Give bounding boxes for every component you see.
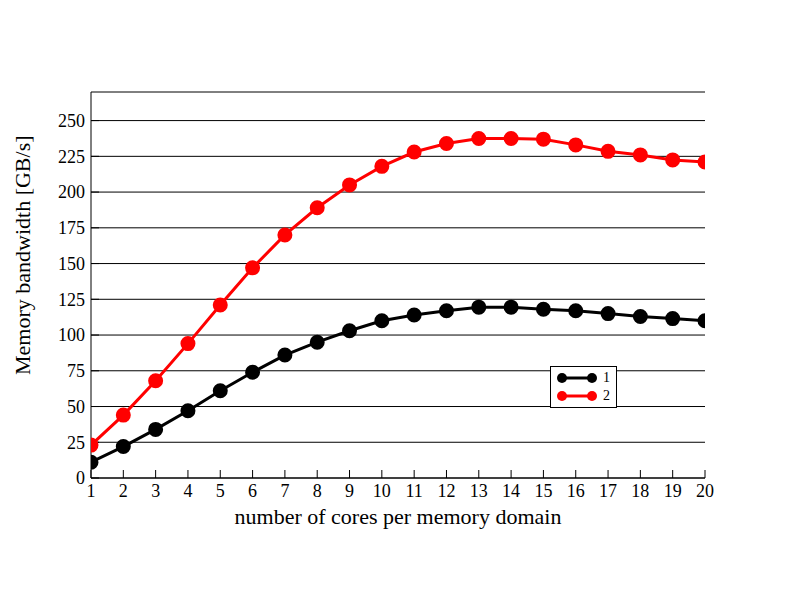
html-text:2: 2 bbox=[603, 388, 610, 403]
svg-text:12: 12 bbox=[437, 481, 455, 501]
html-text:1: 1 bbox=[603, 370, 610, 385]
svg-text:100: 100 bbox=[58, 325, 85, 345]
svg-text:125: 125 bbox=[58, 290, 85, 310]
svg-text:Memory bandwidth [GB/s]: Memory bandwidth [GB/s] bbox=[10, 135, 35, 375]
svg-text:15: 15 bbox=[534, 481, 552, 501]
svg-text:9: 9 bbox=[345, 481, 354, 501]
svg-text:50: 50 bbox=[67, 397, 85, 417]
svg-text:4: 4 bbox=[183, 481, 192, 501]
svg-text:1: 1 bbox=[87, 481, 96, 501]
svg-text:3: 3 bbox=[151, 481, 160, 501]
svg-text:25: 25 bbox=[67, 433, 85, 453]
svg-text:13: 13 bbox=[470, 481, 488, 501]
svg-text:75: 75 bbox=[67, 361, 85, 381]
svg-text:0: 0 bbox=[76, 468, 85, 488]
svg-text:250: 250 bbox=[58, 111, 85, 131]
svg-text:18: 18 bbox=[631, 481, 649, 501]
svg-text:20: 20 bbox=[696, 481, 714, 501]
svg-text:8: 8 bbox=[313, 481, 322, 501]
svg-text:200: 200 bbox=[58, 182, 85, 202]
svg-text:150: 150 bbox=[58, 254, 85, 274]
svg-text:17: 17 bbox=[599, 481, 617, 501]
svg-text:7: 7 bbox=[280, 481, 289, 501]
svg-text:175: 175 bbox=[58, 218, 85, 238]
svg-text:5: 5 bbox=[216, 481, 225, 501]
svg-text:225: 225 bbox=[58, 147, 85, 167]
svg-text:16: 16 bbox=[567, 481, 585, 501]
svg-text:10: 10 bbox=[373, 481, 391, 501]
svg-text:number of cores per memory dom: number of cores per memory domain bbox=[235, 504, 562, 529]
svg-text:6: 6 bbox=[248, 481, 257, 501]
svg-text:2: 2 bbox=[119, 481, 128, 501]
svg-text:11: 11 bbox=[405, 481, 422, 501]
svg-text:19: 19 bbox=[664, 481, 682, 501]
svg-text:14: 14 bbox=[502, 481, 520, 501]
